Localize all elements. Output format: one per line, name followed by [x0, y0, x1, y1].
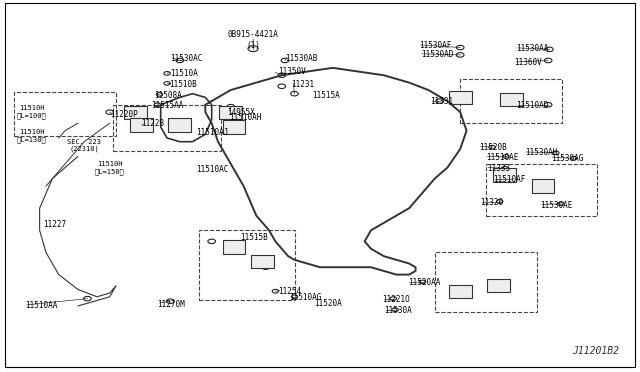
Text: 11530AE: 11530AE: [540, 201, 572, 210]
Text: 11530AG: 11530AG: [550, 154, 583, 163]
Text: 11530AF: 11530AF: [419, 41, 451, 50]
Bar: [251, 255, 274, 268]
Text: 11360V: 11360V: [515, 58, 542, 67]
Bar: [130, 118, 153, 132]
Text: 11320: 11320: [481, 198, 504, 207]
Text: 11510AE: 11510AE: [486, 153, 518, 162]
Text: 11220P: 11220P: [109, 109, 138, 119]
Text: 11510A: 11510A: [170, 69, 198, 78]
Text: 11510AF: 11510AF: [493, 175, 525, 184]
Text: 11515A: 11515A: [312, 91, 340, 100]
Text: 11510H
〈L=100〉: 11510H 〈L=100〉: [17, 105, 47, 119]
Text: 14955X: 14955X: [228, 108, 255, 117]
Text: 11530AB: 11530AB: [285, 54, 317, 63]
Bar: [493, 168, 516, 182]
Text: 11333: 11333: [487, 164, 510, 173]
Bar: [460, 79, 562, 123]
Text: 11510B: 11510B: [169, 80, 196, 89]
Text: 11510H
〈L=130〉: 11510H 〈L=130〉: [17, 129, 47, 143]
Bar: [223, 240, 246, 254]
Bar: [449, 91, 472, 104]
Bar: [223, 120, 246, 134]
Text: 11228: 11228: [141, 119, 164, 128]
Text: 11530AA: 11530AA: [516, 44, 548, 53]
Text: 0B915-4421A
(1): 0B915-4421A (1): [228, 31, 278, 50]
Bar: [532, 179, 554, 193]
Bar: [124, 106, 147, 119]
Text: 11227: 11227: [43, 220, 66, 229]
Text: 11221O: 11221O: [383, 295, 410, 304]
Text: 11530AD: 11530AD: [420, 50, 453, 59]
Text: 11508A: 11508A: [154, 91, 182, 100]
Text: 11510AD: 11510AD: [516, 101, 548, 110]
Text: 11515AA: 11515AA: [151, 101, 184, 110]
Bar: [14, 92, 116, 136]
Text: 11520A: 11520A: [314, 299, 341, 308]
Bar: [487, 279, 510, 292]
Text: 11510AC: 11510AC: [196, 165, 228, 174]
Text: 11520B: 11520B: [479, 143, 507, 152]
Text: 11331: 11331: [430, 97, 453, 106]
Bar: [449, 285, 472, 298]
Bar: [168, 118, 191, 132]
Text: 11530AC: 11530AC: [170, 54, 203, 63]
Bar: [486, 164, 597, 215]
Bar: [500, 93, 523, 106]
Text: 11510AG: 11510AG: [289, 293, 322, 302]
Text: 11231: 11231: [291, 80, 314, 89]
Text: J11201B2: J11201B2: [573, 346, 620, 356]
Text: 11510AJ: 11510AJ: [196, 128, 228, 137]
Text: 11254: 11254: [278, 287, 301, 296]
Text: 11520AA: 11520AA: [408, 278, 440, 287]
Text: 11515B: 11515B: [241, 233, 268, 242]
Bar: [435, 253, 537, 311]
Text: 11350V: 11350V: [278, 67, 307, 76]
Text: 11510AH: 11510AH: [230, 113, 262, 122]
Bar: [113, 105, 221, 151]
Text: SEC. 223
(22310): SEC. 223 (22310): [67, 139, 101, 152]
Bar: [220, 106, 243, 119]
Text: 11530AH: 11530AH: [525, 148, 557, 157]
Text: 11510AA: 11510AA: [26, 301, 58, 311]
Text: 11270M: 11270M: [157, 300, 185, 310]
Bar: [199, 230, 294, 301]
Text: 11530A: 11530A: [384, 306, 412, 315]
Text: 11510H
〈L=150〉: 11510H 〈L=150〉: [95, 161, 125, 175]
